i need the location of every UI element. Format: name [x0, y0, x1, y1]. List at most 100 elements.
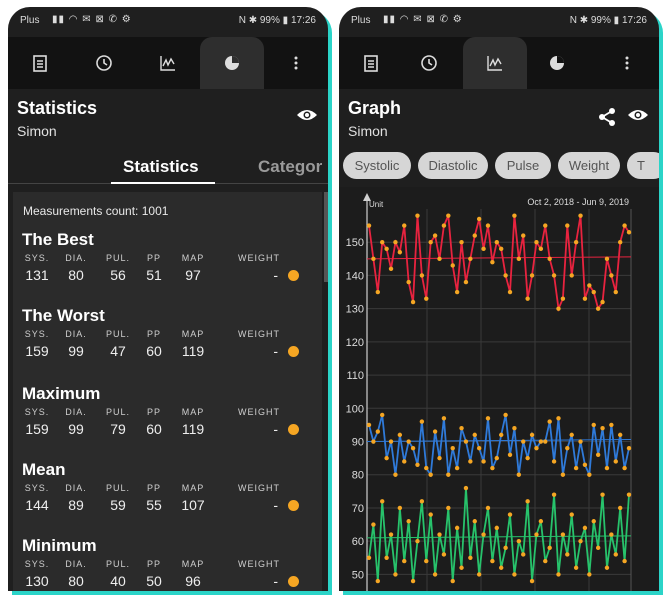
- data-point: [419, 499, 425, 504]
- tab-statistics[interactable]: [525, 37, 589, 89]
- data-point: [446, 213, 451, 218]
- eye-icon[interactable]: [627, 107, 649, 123]
- stat-cell: PP 60: [134, 329, 174, 359]
- tab-statistics[interactable]: [200, 37, 264, 89]
- main-tab-bar: [339, 37, 659, 89]
- data-point: [622, 223, 627, 228]
- chart-area[interactable]: 50 60 70 80 90 100 110 120 130 140 150 Unit Oct 2, 2…: [339, 187, 659, 591]
- subtab-statistics[interactable]: Statistics: [123, 157, 199, 176]
- data-point: [415, 462, 420, 467]
- chip-systolic[interactable]: Systolic: [343, 152, 411, 179]
- data-point: [499, 565, 504, 570]
- tab-history[interactable]: [72, 37, 136, 89]
- data-point: [595, 306, 601, 311]
- stat-value: 159: [25, 343, 49, 359]
- data-point: [490, 259, 495, 265]
- data-point: [617, 432, 623, 438]
- chip-temperature[interactable]: T: [627, 152, 659, 179]
- stat-row: The Best SYS. 131 DIA. 80 PUL. 56 PP 51 MAP 97 WEIG…: [13, 230, 322, 302]
- eye-icon[interactable]: [296, 107, 318, 123]
- share-icon[interactable]: [597, 107, 617, 127]
- data-point: [507, 452, 513, 458]
- tab-measurements[interactable]: [8, 37, 72, 89]
- stat-column-label: PUL.: [105, 253, 130, 263]
- chip-pulse[interactable]: Pulse: [495, 152, 551, 179]
- stat-column-label: SYS.: [24, 253, 50, 263]
- data-point: [406, 279, 411, 285]
- data-point: [468, 459, 473, 464]
- data-point: [512, 426, 517, 431]
- stat-value: 130: [25, 573, 49, 589]
- stat-cell: PUL. 56: [98, 253, 138, 283]
- data-point: [534, 445, 539, 451]
- data-point: [560, 532, 566, 537]
- y-tick-label: 80: [352, 470, 364, 482]
- data-point: [565, 445, 570, 451]
- data-point: [410, 299, 416, 305]
- y-tick-label: 120: [346, 337, 364, 349]
- chip-diastolic[interactable]: Diastolic: [418, 152, 488, 179]
- pie-chart-icon: [550, 56, 564, 70]
- bluetooth-icon: ✱: [579, 15, 589, 26]
- tab-history[interactable]: [397, 37, 461, 89]
- subtab-categories[interactable]: Categor: [258, 157, 323, 176]
- stat-column-label: PP: [146, 253, 161, 263]
- data-point: [565, 223, 570, 228]
- stat-value: -: [273, 421, 278, 437]
- data-point: [507, 512, 513, 517]
- stat-cell: SYS. 131: [17, 253, 57, 283]
- stat-value: 89: [68, 497, 84, 513]
- measurements-count: Measurements count: 1001: [23, 204, 169, 218]
- data-point: [578, 213, 583, 218]
- data-point: [543, 439, 548, 444]
- data-point: [459, 240, 464, 245]
- data-point: [556, 572, 561, 577]
- data-point: [591, 519, 596, 524]
- data-point: [587, 283, 592, 288]
- data-point: [468, 555, 473, 560]
- data-point: [380, 499, 385, 504]
- stat-cell: SYS. 130: [17, 559, 57, 589]
- stat-cell: DIA. 89: [56, 483, 96, 513]
- tab-measurements[interactable]: [339, 37, 403, 89]
- data-point: [626, 445, 632, 451]
- battery-icon: ▮: [613, 15, 620, 26]
- data-point: [569, 273, 574, 278]
- data-point: [472, 432, 477, 438]
- tab-graph[interactable]: [463, 37, 527, 89]
- data-point: [538, 246, 544, 252]
- stat-cell: WEIGHT -: [238, 483, 279, 513]
- data-point: [468, 256, 473, 262]
- stat-cell: PP 55: [134, 483, 174, 513]
- status-right: N ✱ 99% ▮ 17:26: [570, 15, 647, 26]
- data-point: [472, 519, 477, 524]
- stat-column-label: SYS.: [24, 329, 50, 339]
- data-point: [534, 240, 539, 245]
- data-point: [397, 249, 403, 255]
- data-point: [582, 296, 588, 301]
- data-point: [622, 558, 627, 564]
- carrier-label: Plus: [351, 15, 371, 26]
- stat-value: -: [273, 573, 278, 589]
- status-dot: [288, 500, 299, 511]
- y-axis-arrow: [363, 193, 371, 201]
- data-point: [375, 429, 381, 434]
- tab-graph[interactable]: [136, 37, 200, 89]
- overflow-menu-button[interactable]: [264, 37, 328, 89]
- status-bar: Plus ▮▮ ◠ ✉ ⊠ ✆ ⚙ N ✱ 99% ▮ 17:26: [8, 7, 328, 33]
- battery-label: 99%: [590, 15, 611, 26]
- data-point: [432, 233, 438, 238]
- data-point: [366, 555, 372, 560]
- data-point: [595, 452, 601, 458]
- stat-cell: SYS. 159: [17, 329, 57, 359]
- data-point: [446, 505, 451, 511]
- stat-column-label: DIA.: [65, 559, 87, 569]
- time-label: 17:26: [290, 15, 316, 26]
- chip-weight[interactable]: Weight: [558, 152, 620, 179]
- blood-pressure-chart[interactable]: 50 60 70 80 90 100 110 120 130 140 150 Unit Oct 2, 2…: [339, 187, 659, 591]
- stat-column-label: DIA.: [65, 407, 87, 417]
- stat-cell: PUL. 40: [98, 559, 138, 589]
- data-point: [569, 432, 574, 438]
- scrollbar[interactable]: [324, 192, 328, 282]
- overflow-menu-button[interactable]: [595, 37, 659, 89]
